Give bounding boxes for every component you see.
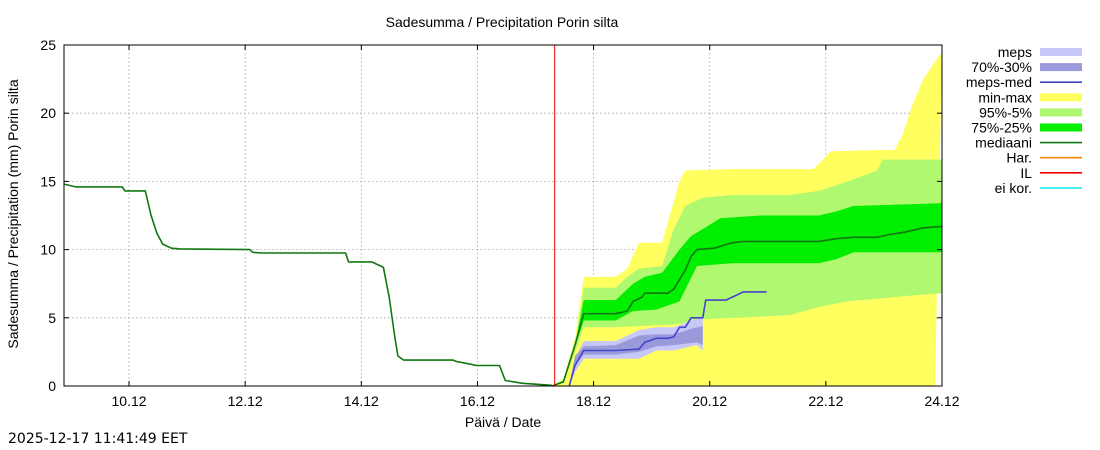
x-tick-label-14-12: 14.12 (344, 393, 379, 409)
legend-label-meps-med: meps-med (966, 74, 1032, 90)
x-axis-label: Päivä / Date (465, 414, 541, 430)
forecast-bands (551, 51, 942, 387)
legend-label-il: IL (1020, 165, 1032, 181)
y-tick-label-10: 10 (40, 242, 56, 258)
timestamp: 2025-12-17 11:41:49 EET (8, 431, 188, 447)
y-tick-label-5: 5 (48, 310, 56, 326)
y-tick-label-20: 20 (40, 105, 56, 121)
line-mediaani (551, 225, 943, 387)
line-meps-med (568, 291, 767, 387)
x-tick-label-16-12: 16.12 (460, 393, 495, 409)
y-tick-label-15: 15 (40, 173, 56, 189)
y-axis-label: Sadesumma / Precipitation (mm) Porin sil… (5, 79, 21, 348)
band-70-30 (569, 326, 703, 386)
legend-label-min-max: min-max (978, 89, 1032, 105)
y-tick-label-0: 0 (48, 378, 56, 394)
axes: 0 5 10 15 20 25 10.12 12.12 14.12 16.12 18.12 20.12… (40, 37, 959, 409)
legend-swatch-min-max (1040, 93, 1082, 102)
band-75-25 (551, 203, 942, 386)
legend-swatch-75-25 (1040, 123, 1082, 132)
x-tick-label-20-12: 20.12 (692, 393, 727, 409)
series-lines (63, 45, 943, 387)
x-tick-label-24-12: 24.12 (924, 393, 959, 409)
x-tick-label-18-12: 18.12 (576, 393, 611, 409)
y-tick-label-25: 25 (40, 37, 56, 53)
chart-title: Sadesumma / Precipitation Porin silta (386, 14, 619, 30)
x-tick-label-10-12: 10.12 (112, 393, 147, 409)
legend-swatch-meps (1040, 48, 1082, 56)
legend-label-70-30: 70%-30% (971, 59, 1032, 75)
legend-label-ei-kor: ei kor. (995, 180, 1032, 196)
legend-label-meps: meps (998, 44, 1032, 60)
x-tick-label-22-12: 22.12 (808, 393, 843, 409)
legend-label-75-25: 75%-25% (971, 120, 1032, 136)
legend: meps70%-30%meps-medmin-max95%-5%75%-25%m… (966, 44, 1082, 196)
line-history (63, 183, 552, 387)
legend-swatch-95-5 (1040, 108, 1082, 117)
legend-label-mediaani: mediaani (975, 135, 1032, 151)
plot-frame (63, 44, 943, 387)
legend-swatch-70-30 (1040, 63, 1082, 72)
legend-label-95-5: 95%-5% (979, 104, 1032, 120)
x-tick-label-12-12: 12.12 (228, 393, 263, 409)
legend-label-har: Har. (1006, 150, 1032, 166)
